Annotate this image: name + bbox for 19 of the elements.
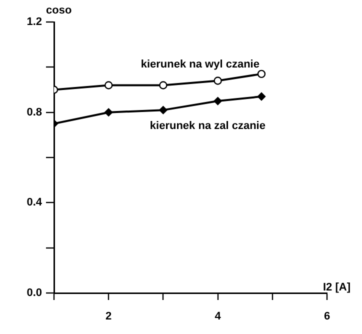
y-axis-title: coso [46,4,72,17]
x-axis-title: I2 [A] [323,282,351,294]
point [214,96,222,106]
y-tick-label: 0.8 [26,106,42,118]
point [159,81,168,90]
point [104,81,113,90]
point [257,92,266,101]
x-tick-label: 6 [324,310,330,323]
series-label: kierunek na zal czanie [150,120,266,132]
x-tick-label: 2 [106,310,112,323]
point [104,108,113,116]
point [214,76,222,85]
y-tick-label: 0.4 [26,196,43,209]
series-label: kierunek na wyl czanie [140,58,260,70]
point [257,70,266,78]
y-tick-label: 0.0 [26,287,42,300]
y-tick-label: 1.2 [26,16,42,28]
x-tick-label: 4 [214,310,222,323]
point [159,106,168,114]
